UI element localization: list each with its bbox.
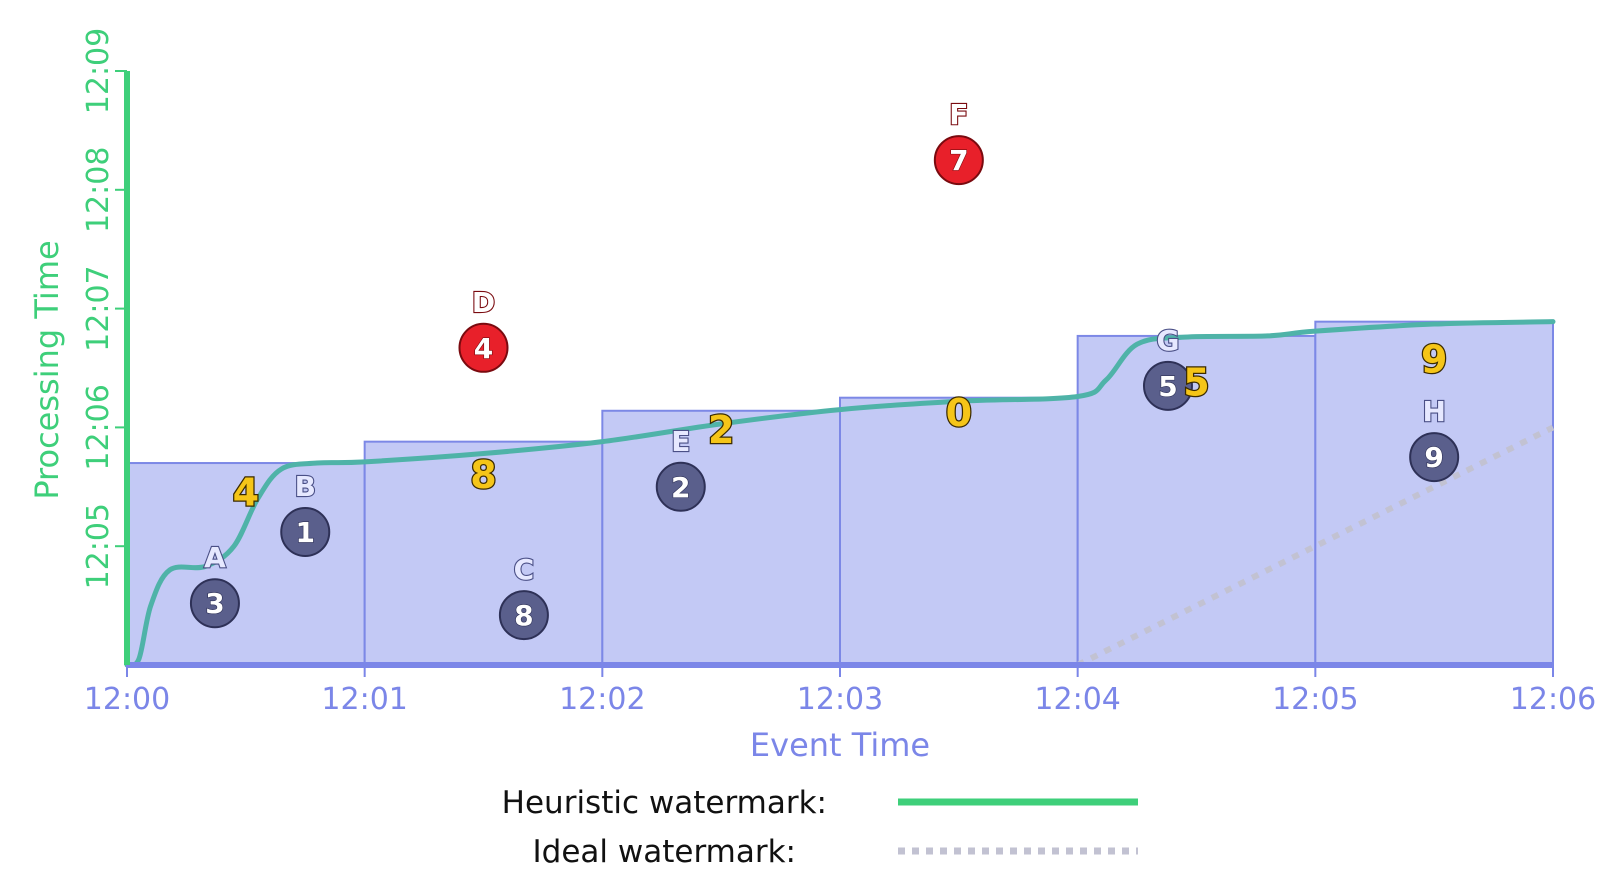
data-point-h: 9H [1409,394,1460,483]
point-letter: D [472,286,495,319]
point-letter: A [204,541,226,574]
y-tick-label: 12:05 [81,503,116,589]
point-marker [458,322,509,373]
window-pane-1 [126,462,366,667]
point-letter: G [1156,324,1179,357]
point-marker [1142,360,1193,411]
point-marker [655,461,706,512]
point-marker [280,506,331,557]
heuristic-watermark-layer [124,319,1556,668]
point-value: 1 [296,516,315,549]
point-letter: E [671,425,690,458]
point-letter: C [514,553,535,586]
point-value: 5 [1158,370,1177,403]
window-result-3: 2 [708,408,734,452]
window-result-6: 9 [1421,338,1447,382]
window-result-2: 8 [470,453,496,497]
point-marker [1409,432,1460,483]
point-marker [498,590,549,641]
x-tick-label: 12:06 [1510,682,1596,717]
window-result-5: 5 [1183,360,1209,404]
x-tick-label: 12:03 [797,682,883,717]
point-value: 9 [1424,441,1443,474]
y-tick-label: 12:08 [81,147,116,233]
point-value: 2 [671,471,690,504]
data-point-c: 8C [498,552,549,641]
y-tick-label: 12:07 [81,265,116,351]
x-axis-title: Event Time [750,726,930,764]
window-pane-6 [1314,320,1555,666]
window-result-4: 0 [946,391,972,435]
window-pane-2 [363,440,604,666]
point-letter: B [295,470,316,503]
window-results: 4 8 2 0 5 9 [231,336,1448,516]
legend-heuristic-label: Heuristic watermark: [502,785,827,821]
window-pane-4 [839,396,1079,666]
x-tick-label: 12:00 [84,682,170,717]
data-point-a: 3A [189,540,240,629]
point-value: 4 [474,332,493,365]
data-point-d: 4D [458,285,509,373]
windows-layer [126,320,1555,667]
heuristic-watermark-line [124,319,1556,668]
window-pane-5 [1076,334,1317,666]
point-value: 7 [949,144,968,177]
data-point-g: 5G [1142,323,1193,411]
y-tick-label: 12:09 [81,28,116,114]
data-point-f: 7F [933,97,984,186]
data-point-b: 1B [280,469,331,557]
data-point-e: 2E [655,424,706,512]
x-tick-label: 12:04 [1034,682,1120,717]
x-tick-label: 12:01 [321,682,407,717]
point-letter: H [1422,395,1445,428]
legend: Heuristic watermark: Ideal watermark: [502,785,1138,870]
x-tick-label: 12:05 [1272,682,1358,717]
y-tick-label: 12:06 [81,384,116,470]
point-value: 3 [205,587,224,620]
y-axis-title: Processing Time [28,240,66,499]
x-tick-label: 12:02 [559,682,645,717]
window-pane-3 [601,409,841,666]
point-marker [189,578,240,629]
point-value: 8 [514,599,533,632]
legend-ideal-label: Ideal watermark: [533,834,796,870]
window-result-1: 4 [233,471,259,515]
tick-labels: 12:00 12:01 12:02 12:03 12:04 12:05 12:06 12:05… [81,28,1596,717]
point-marker [933,135,984,186]
point-letter: F [949,98,968,131]
